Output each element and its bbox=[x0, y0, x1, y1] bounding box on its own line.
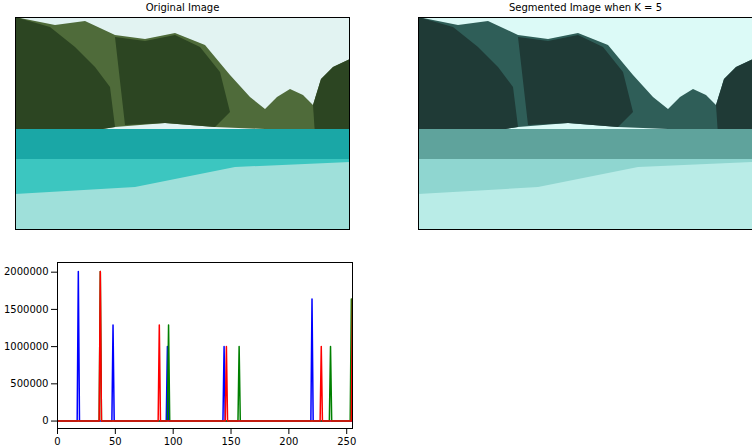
svg-text:200: 200 bbox=[279, 436, 298, 447]
svg-text:100: 100 bbox=[164, 436, 183, 447]
html-text:Segmented Image when K = 5: Segmented Image when K = 5 bbox=[509, 2, 662, 13]
svg-text:500000: 500000 bbox=[10, 378, 48, 389]
svg-text:1000000: 1000000 bbox=[4, 341, 49, 352]
svg-text:0: 0 bbox=[54, 436, 60, 447]
svg-text:250: 250 bbox=[337, 436, 356, 447]
svg-text:2000000: 2000000 bbox=[4, 266, 49, 277]
svg-text:1500000: 1500000 bbox=[4, 304, 49, 315]
html-text:Original Image: Original Image bbox=[145, 2, 220, 13]
svg-text:150: 150 bbox=[221, 436, 240, 447]
svg-text:0: 0 bbox=[42, 415, 48, 426]
svg-text:50: 50 bbox=[109, 436, 122, 447]
